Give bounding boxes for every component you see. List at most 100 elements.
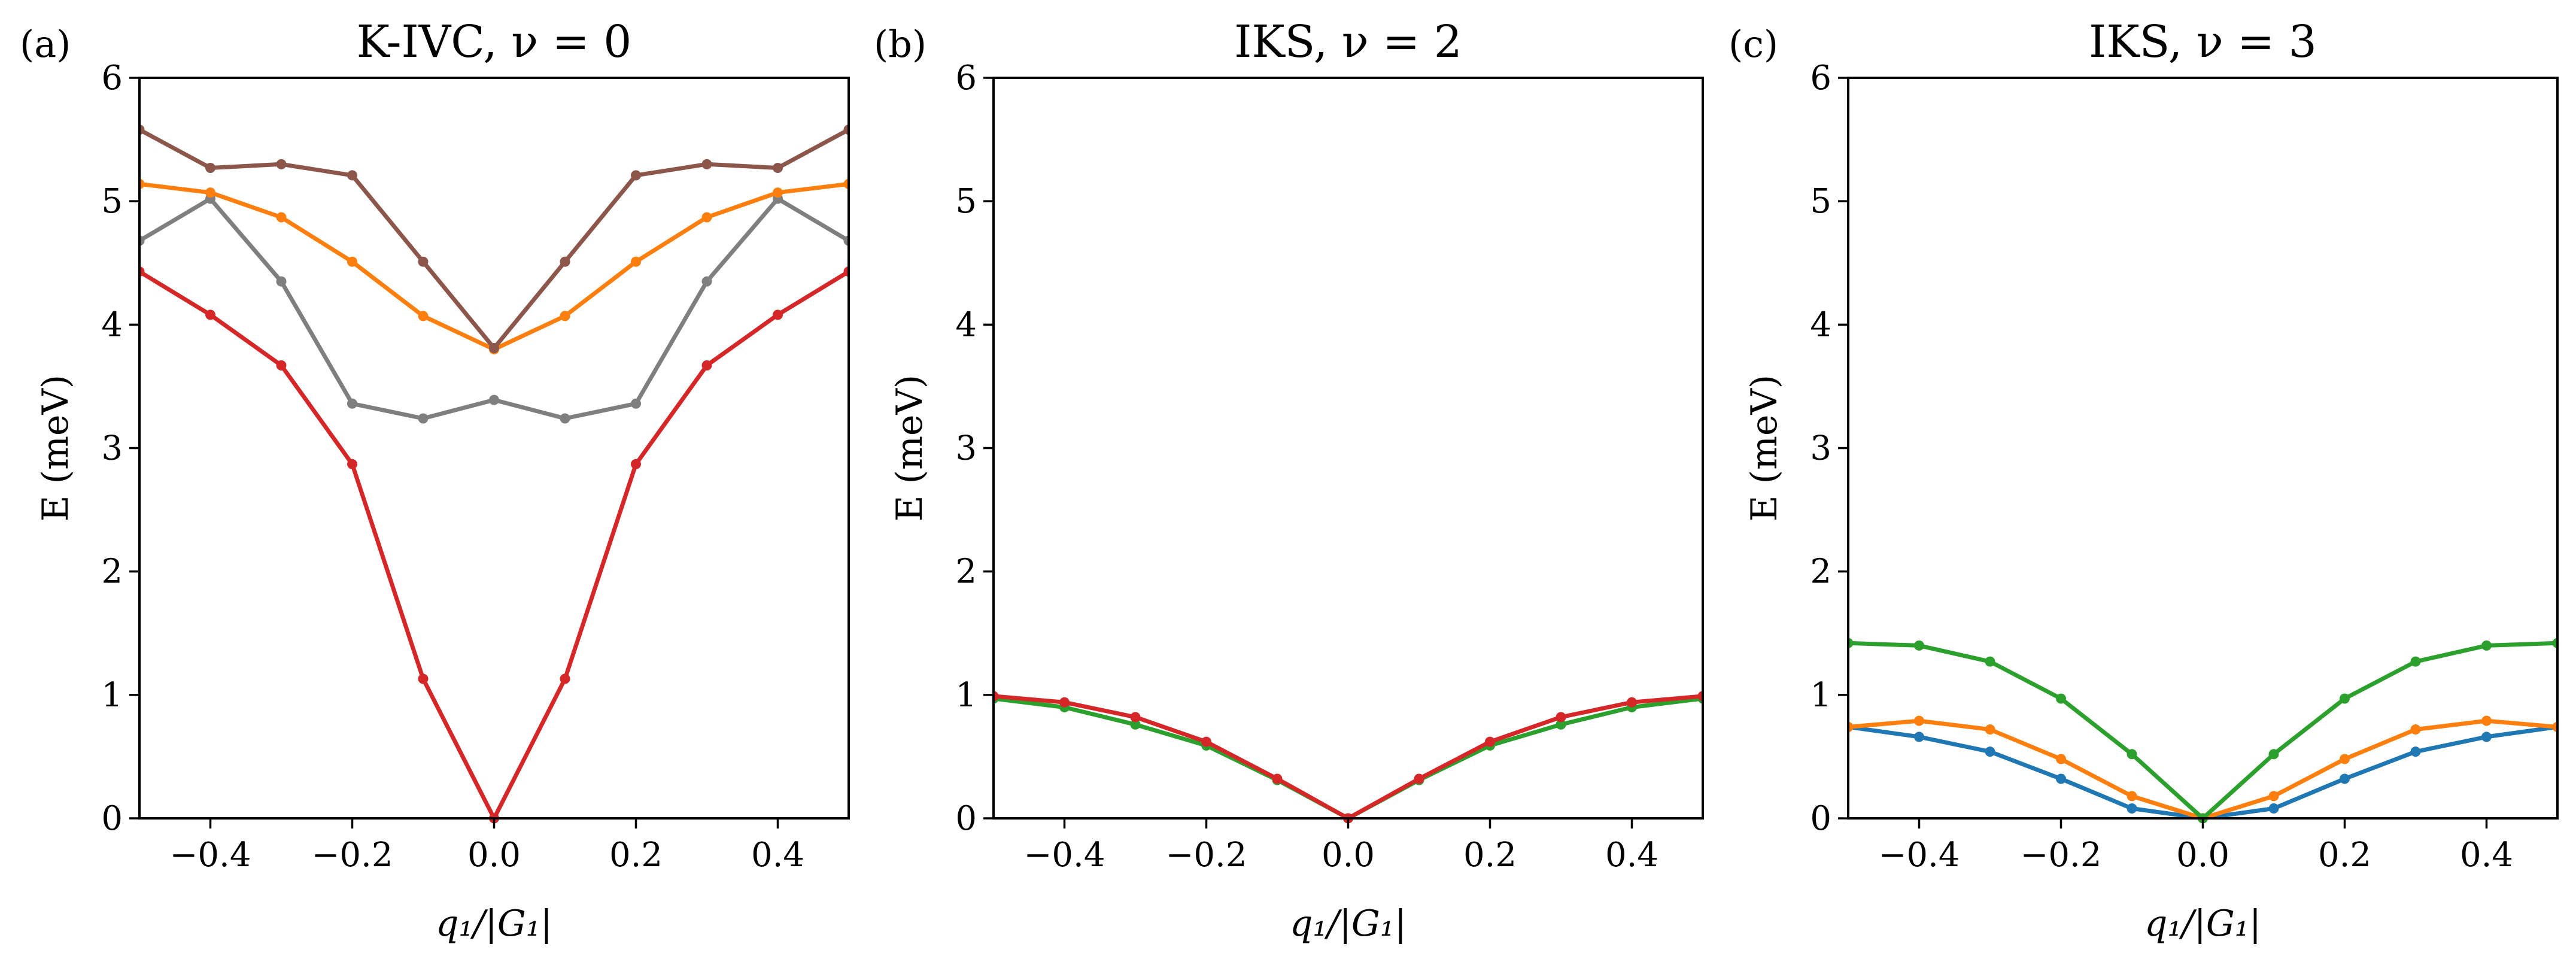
data-point-red xyxy=(1697,691,1703,702)
data-point-red xyxy=(701,360,712,371)
x-tick-label: 0.0 xyxy=(467,836,521,875)
data-point-orange xyxy=(205,187,215,198)
data-point-orange xyxy=(2056,754,2066,764)
x-tick-label: −0.4 xyxy=(1879,836,1960,875)
series-line-green xyxy=(994,696,1703,821)
data-point-red xyxy=(276,360,287,371)
data-point-red xyxy=(1627,697,1637,708)
data-point-orange xyxy=(2552,721,2557,732)
data-point-red xyxy=(418,673,429,684)
data-point-brown xyxy=(139,125,145,135)
data-point-orange xyxy=(418,311,429,321)
y-tick-label: 2 xyxy=(955,553,977,591)
data-point-orange xyxy=(2127,791,2137,802)
data-point-orange xyxy=(1914,715,1924,726)
data-point-red xyxy=(1201,736,1211,747)
y-tick-label: 2 xyxy=(101,553,123,591)
plot-area xyxy=(994,691,1703,823)
x-tick-label: −0.2 xyxy=(2021,836,2102,875)
data-point-brown xyxy=(418,256,429,267)
y-tick-label: 1 xyxy=(955,676,977,715)
data-point-orange xyxy=(347,256,357,267)
data-point-green xyxy=(2056,693,2066,704)
y-tick-label: 3 xyxy=(1810,429,1831,468)
data-point-brown xyxy=(276,159,287,169)
data-point-orange xyxy=(2340,754,2350,764)
data-point-gray xyxy=(276,276,287,287)
data-point-brown xyxy=(205,163,215,174)
data-point-red xyxy=(1272,773,1283,784)
y-tick-label: 6 xyxy=(955,59,977,98)
data-point-red xyxy=(843,266,849,277)
data-point-gray xyxy=(560,413,570,424)
x-tick-label: −0.2 xyxy=(312,836,393,875)
data-point-blue xyxy=(2410,746,2421,757)
data-point-blue xyxy=(1985,746,1995,757)
y-tick-label: 5 xyxy=(1810,182,1831,221)
data-point-orange xyxy=(560,311,570,321)
panel-c: −0.4 −0.2 0.0 0.2 0.4 0 1 2 3 4 5 6 q₁/|G₁| E (meV) IK… xyxy=(1729,16,2559,945)
data-point-orange xyxy=(2410,724,2421,735)
data-point-orange xyxy=(631,256,641,267)
panel-title: IKS, ν = 3 xyxy=(2089,16,2317,68)
x-tick-label: −0.2 xyxy=(1166,836,1247,875)
data-point-blue xyxy=(2127,803,2137,814)
data-point-brown xyxy=(489,343,499,354)
series-line-gray xyxy=(139,196,849,421)
x-tick-label: −0.4 xyxy=(170,836,251,875)
data-point-green xyxy=(2127,749,2137,760)
y-axis-label: E (meV) xyxy=(889,375,931,521)
panel-label: (b) xyxy=(874,22,926,66)
data-point-brown xyxy=(347,170,357,181)
y-tick-label: 1 xyxy=(101,676,123,715)
data-point-orange xyxy=(1985,724,1995,735)
y-tick-label: 2 xyxy=(1810,553,1831,591)
y-tick-label: 4 xyxy=(955,305,977,344)
panel-a: −0.4 −0.2 0.0 0.2 0.4 0 1 2 3 4 5 6 q₁/|G₁| E (meV) K-… xyxy=(20,16,850,945)
data-point-blue xyxy=(2340,773,2350,784)
data-point-green xyxy=(2410,656,2421,667)
y-tick-label: 6 xyxy=(1810,59,1831,98)
data-point-orange xyxy=(276,212,287,223)
data-point-green xyxy=(1130,719,1141,730)
series-line-green xyxy=(1848,641,2557,821)
data-point-red xyxy=(560,673,570,684)
data-point-red xyxy=(347,459,357,469)
x-axis-label: q₁/|G₁| xyxy=(436,903,552,945)
y-tick-label: 6 xyxy=(101,59,123,98)
data-point-orange xyxy=(2481,715,2492,726)
x-tick-label: 0.0 xyxy=(2176,836,2229,875)
y-axis-label: E (meV) xyxy=(1743,375,1785,521)
y-tick-label: 4 xyxy=(101,305,123,344)
y-tick-label: 0 xyxy=(101,799,123,838)
data-point-blue xyxy=(2481,732,2492,742)
x-tick-label: 0.4 xyxy=(751,836,804,875)
data-point-orange xyxy=(139,178,145,189)
series-line-orange xyxy=(139,181,849,352)
data-point-red xyxy=(1485,736,1495,747)
x-tick-label: 0.0 xyxy=(1322,836,1375,875)
data-point-green xyxy=(2340,693,2350,704)
data-point-blue xyxy=(2056,773,2066,784)
data-point-blue xyxy=(2268,803,2279,814)
y-tick-label: 5 xyxy=(955,182,977,221)
data-point-green xyxy=(1985,656,1995,667)
data-point-brown xyxy=(631,170,641,181)
data-point-gray xyxy=(139,235,145,246)
data-point-red xyxy=(205,309,215,320)
data-point-green xyxy=(2552,638,2557,648)
data-point-orange xyxy=(2268,791,2279,802)
data-point-gray xyxy=(701,276,712,287)
x-tick-label: 0.2 xyxy=(609,836,663,875)
panel-label: (a) xyxy=(20,22,71,66)
data-point-green xyxy=(1556,719,1566,730)
y-tick-label: 4 xyxy=(1810,305,1831,344)
data-point-green xyxy=(2481,640,2492,651)
data-point-gray xyxy=(631,398,641,409)
data-point-brown xyxy=(701,159,712,169)
x-axis-label: q₁/|G₁| xyxy=(2144,903,2261,945)
panel-title: K-IVC, ν = 0 xyxy=(357,16,632,68)
data-point-green xyxy=(2268,749,2279,760)
data-point-orange xyxy=(843,178,849,189)
